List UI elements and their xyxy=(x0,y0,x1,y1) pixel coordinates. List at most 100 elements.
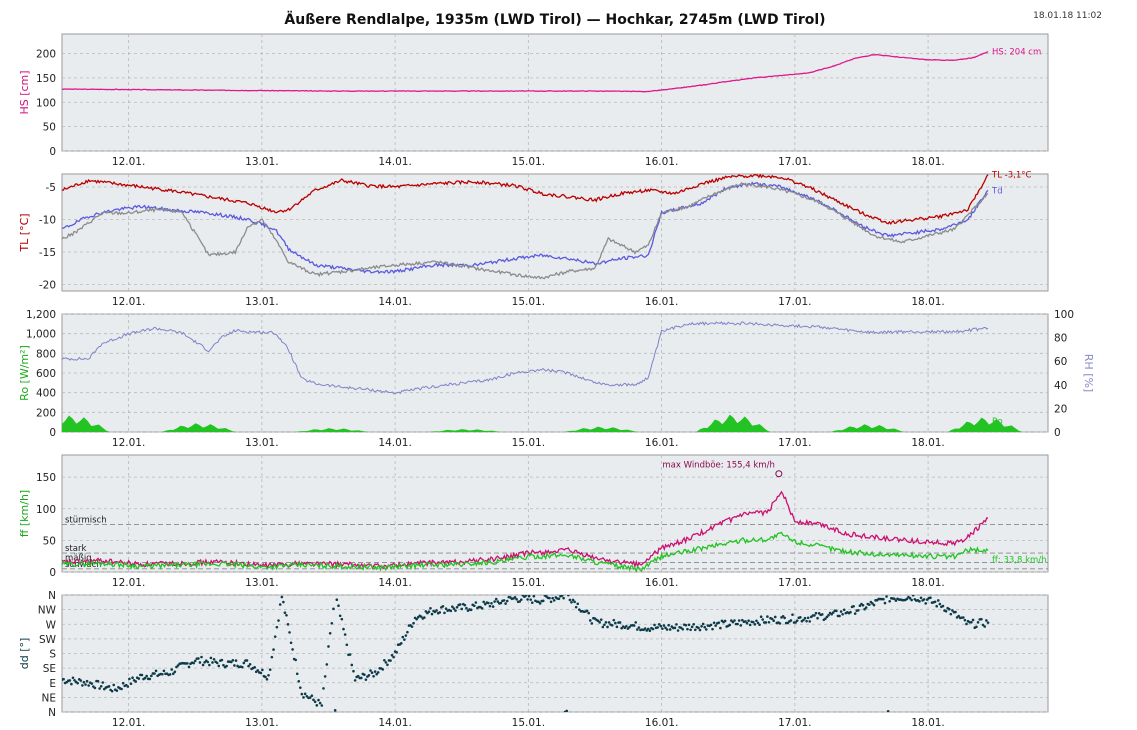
dd-point xyxy=(620,626,623,630)
x-tick-label: 13.01. xyxy=(245,577,278,589)
ro-area xyxy=(295,428,370,432)
dd-point xyxy=(206,660,210,664)
dd-point xyxy=(538,602,542,605)
dd-point xyxy=(112,683,116,687)
dd-point xyxy=(698,628,702,632)
dd-point xyxy=(610,624,614,627)
dd-point xyxy=(947,607,951,611)
dd-point xyxy=(803,616,807,620)
dd-point xyxy=(128,677,131,681)
dd-point xyxy=(839,610,843,613)
y2-tick-label: 100 xyxy=(1054,309,1074,321)
dd-point xyxy=(842,608,846,612)
dd-point xyxy=(723,619,727,623)
panel-ff: 12.01. 13.01. 14.01. 15.01. 16.01. 17.01. 18.0… xyxy=(18,454,1049,589)
ro-area xyxy=(830,424,906,432)
dd-point xyxy=(107,685,111,688)
dd-point xyxy=(944,609,948,613)
dd-point xyxy=(340,617,344,621)
dd-point xyxy=(273,635,277,638)
dd-point xyxy=(438,611,442,614)
ro-area xyxy=(696,414,771,432)
dd-point xyxy=(148,677,152,681)
dd-point xyxy=(376,671,380,674)
dd-point xyxy=(599,618,603,621)
dd-point xyxy=(965,622,968,626)
dd-point xyxy=(587,611,591,615)
dd-point xyxy=(458,603,462,606)
dd-point xyxy=(137,677,141,680)
x-tick-label: 17.01. xyxy=(778,156,811,168)
dd-point xyxy=(951,609,954,612)
max-gust-marker xyxy=(775,470,783,478)
dd-point xyxy=(198,661,202,664)
dd-point xyxy=(744,620,747,623)
dd-point xyxy=(176,664,180,667)
dd-point xyxy=(603,623,606,627)
dd-point xyxy=(816,616,819,620)
dd-point xyxy=(687,623,691,627)
dd-point xyxy=(635,628,639,631)
dd-point xyxy=(71,676,75,680)
x-tick-label: 16.01. xyxy=(645,437,678,449)
dd-point xyxy=(430,612,434,616)
dd-point xyxy=(99,684,103,688)
series-line-aux xyxy=(62,182,989,280)
y-tick-label: 100 xyxy=(36,504,56,516)
dd-point xyxy=(302,696,305,699)
dd-point xyxy=(783,616,786,620)
dd-point xyxy=(615,625,619,629)
dd-point xyxy=(759,615,763,619)
dd-point xyxy=(552,599,556,602)
dd-point xyxy=(82,680,86,684)
series-line-RH xyxy=(62,321,989,395)
dd-point xyxy=(96,679,100,683)
dd-point xyxy=(406,630,409,634)
panels: 12.01. 13.01. 14.01. 15.01. 16.01. 17.01. 18.0… xyxy=(18,33,1095,729)
x-tick-label: 15.01. xyxy=(512,296,545,308)
dd-point xyxy=(110,689,114,693)
dd-point xyxy=(681,627,685,631)
x-tick-label: 12.01. xyxy=(112,437,145,449)
y-tick-label: NW xyxy=(38,605,57,617)
dd-point xyxy=(490,601,493,605)
dd-point xyxy=(240,665,244,669)
dd-point xyxy=(460,607,464,611)
dd-point xyxy=(693,628,697,632)
dd-point xyxy=(813,614,816,617)
y-axis-label: dd [°] xyxy=(18,638,31,670)
dd-point xyxy=(270,655,274,659)
dd-point xyxy=(867,603,871,606)
dd-point xyxy=(933,600,937,604)
y-tick-label: SE xyxy=(43,663,56,675)
dd-point xyxy=(171,672,175,675)
dd-point xyxy=(93,686,97,690)
x-tick-label: 17.01. xyxy=(778,717,811,729)
series-end-label: HS: 204 cm xyxy=(992,48,1041,58)
dd-point xyxy=(825,615,829,619)
dd-point xyxy=(748,623,752,627)
dd-point xyxy=(689,628,692,632)
dd-point xyxy=(415,617,418,621)
dd-point xyxy=(515,597,518,601)
dd-point xyxy=(161,672,164,676)
dd-point xyxy=(253,666,256,669)
dd-point xyxy=(704,628,708,631)
x-tick-label: 14.01. xyxy=(378,717,411,729)
dd-point xyxy=(753,623,757,626)
dd-point xyxy=(203,660,206,664)
dd-point xyxy=(399,642,403,645)
y-axis-label: ff [km/h] xyxy=(18,490,31,537)
dd-point xyxy=(773,615,777,619)
dd-point xyxy=(574,605,578,609)
dd-point xyxy=(451,605,454,608)
dd-point xyxy=(313,700,317,704)
dd-point xyxy=(225,664,228,668)
y-tick-label: 200 xyxy=(36,49,56,61)
dd-point xyxy=(403,638,406,641)
dd-point xyxy=(985,619,988,622)
dd-point xyxy=(62,677,65,681)
dd-point xyxy=(212,657,216,661)
dd-point xyxy=(286,623,290,626)
dd-point xyxy=(499,601,503,605)
